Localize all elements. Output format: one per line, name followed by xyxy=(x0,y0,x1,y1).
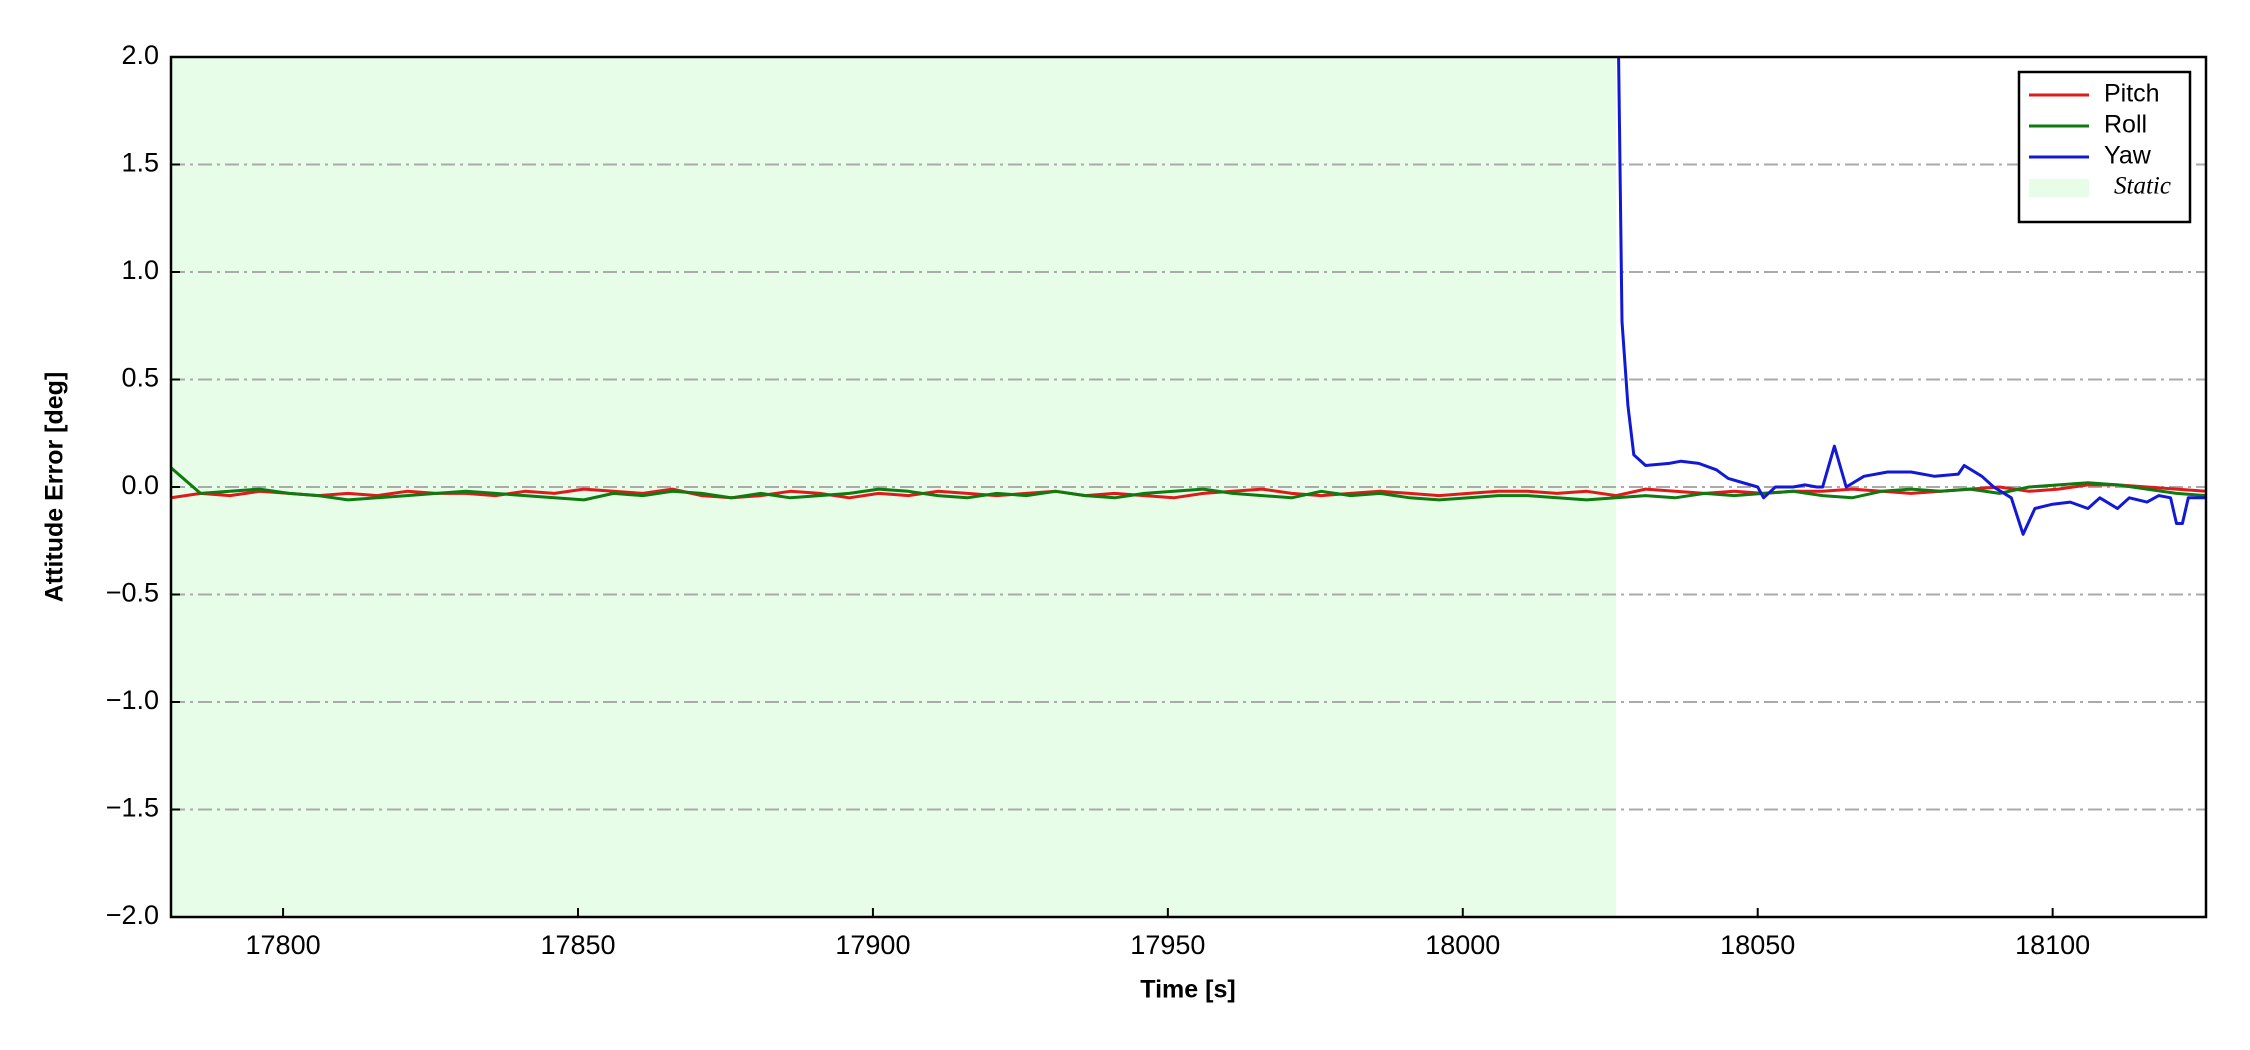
plot-area xyxy=(171,57,2206,917)
legend-label: Yaw xyxy=(2104,142,2152,170)
legend-label: Pitch xyxy=(2104,80,2160,108)
x-tick-label: 17900 xyxy=(835,930,910,960)
plot-frame xyxy=(169,55,2208,919)
series-line xyxy=(171,466,2206,502)
y-tick-label: 1.0 xyxy=(121,255,159,285)
x-tick-label: 17850 xyxy=(540,930,615,960)
x-tick-label: 18050 xyxy=(1720,930,1795,960)
x-tick-label: 18000 xyxy=(1425,930,1500,960)
series-line xyxy=(1617,57,2206,536)
x-axis-label: Time [s] xyxy=(1140,976,1235,1004)
y-tick-label: −1.5 xyxy=(106,793,159,823)
y-tick-label: −1.0 xyxy=(106,685,159,715)
y-tick-label: −0.5 xyxy=(106,578,159,608)
y-tick-label: 1.5 xyxy=(121,148,159,178)
legend-label: Static xyxy=(2114,173,2171,200)
legend-label: Roll xyxy=(2104,111,2147,139)
x-tick-label: 17800 xyxy=(246,930,321,960)
y-tick-label: 0.0 xyxy=(121,470,159,500)
y-axis-label: Attitude Error [deg] xyxy=(41,372,69,603)
y-tick-label: 2.0 xyxy=(121,40,159,70)
y-tick-label: −2.0 xyxy=(106,900,159,930)
legend-swatch xyxy=(2029,179,2089,197)
x-tick-label: 18100 xyxy=(2015,930,2090,960)
y-tick-label: 0.5 xyxy=(121,363,159,393)
x-tick-label: 17950 xyxy=(1130,930,1205,960)
